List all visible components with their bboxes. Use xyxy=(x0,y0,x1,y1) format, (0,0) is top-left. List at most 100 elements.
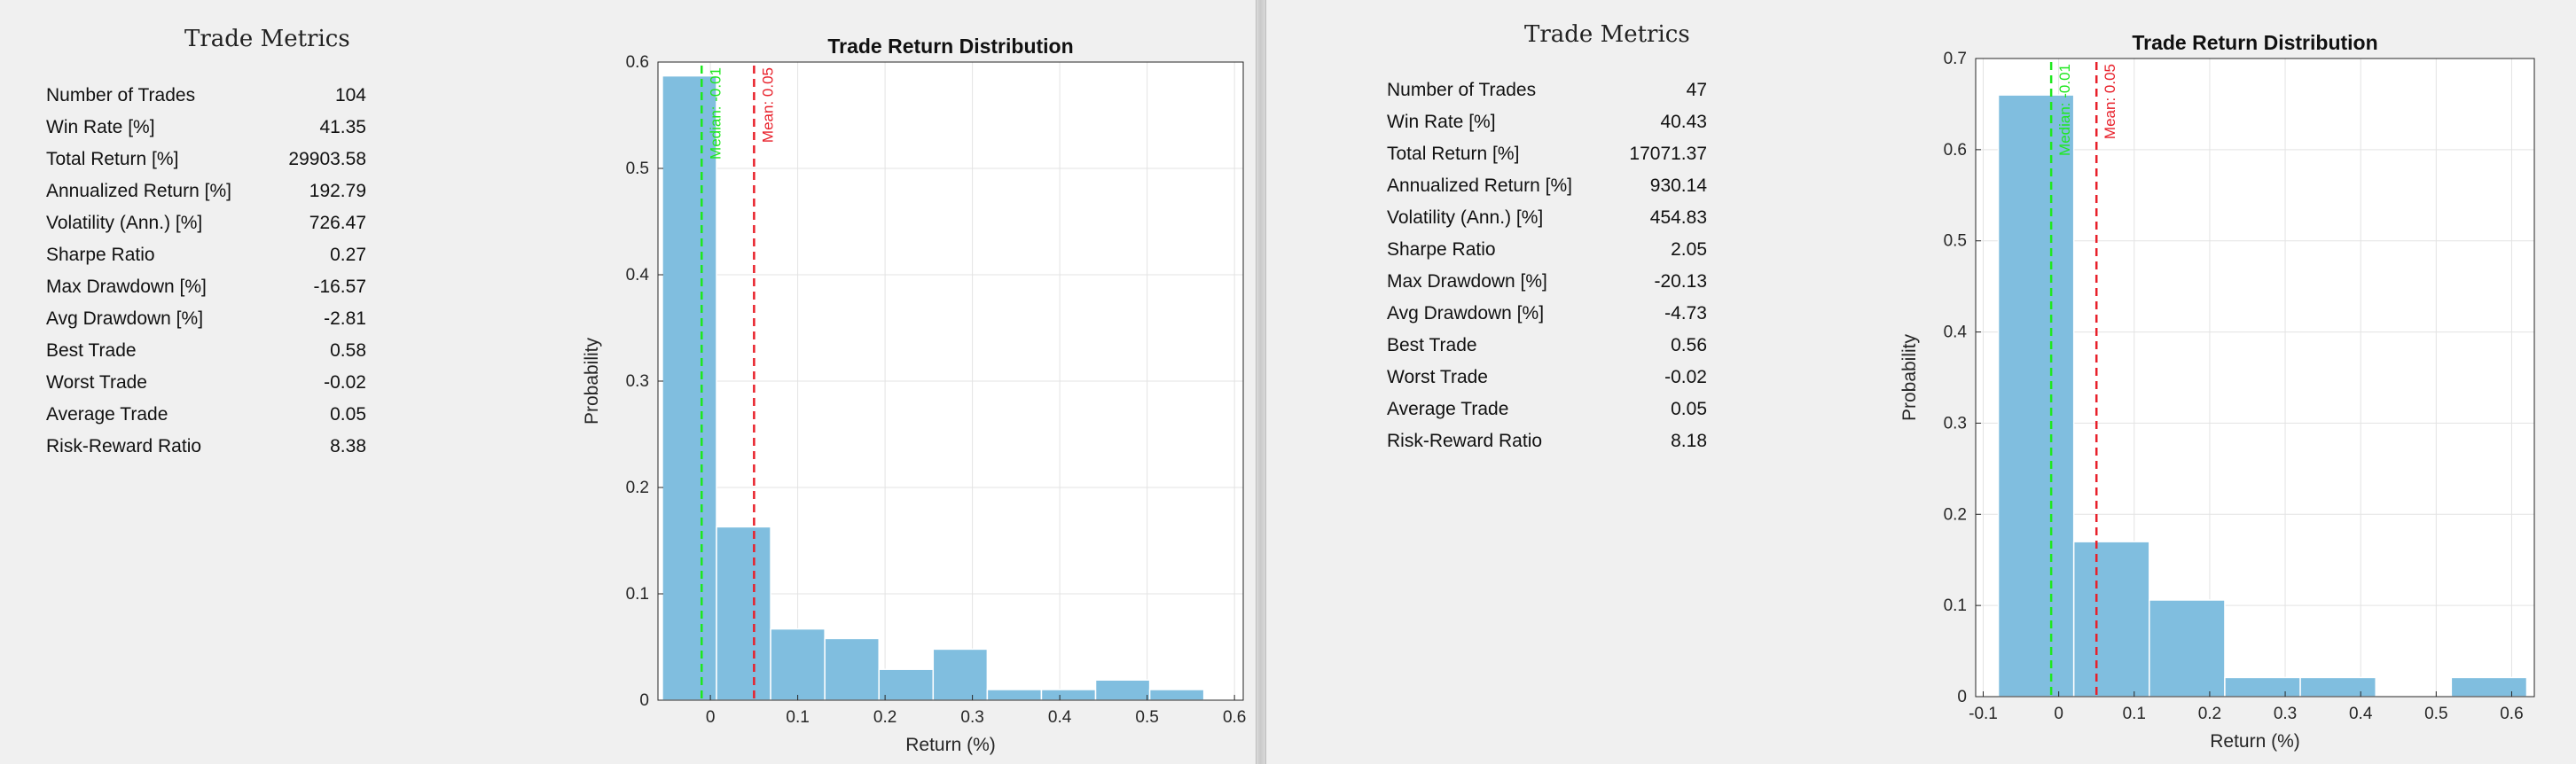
metric-row: Win Rate [%] 41.35 xyxy=(46,112,366,144)
y-axis-label: Probability xyxy=(582,337,602,425)
metric-row: Avg Drawdown [%] -2.81 xyxy=(46,303,366,335)
y-tick-label: 0.7 xyxy=(1944,50,1967,68)
metric-value: -2.81 xyxy=(324,308,366,329)
metric-value: 192.79 xyxy=(309,181,366,201)
y-tick-label: 0.4 xyxy=(1944,324,1968,342)
y-tick-label: 0.3 xyxy=(1944,414,1967,433)
x-tick-label: 0.2 xyxy=(2198,705,2221,723)
metric-label: Volatility (Ann.) [%] xyxy=(46,213,203,233)
metric-value: 0.05 xyxy=(1671,399,1707,419)
x-tick-label: 0.3 xyxy=(2274,705,2297,723)
metric-value: -0.02 xyxy=(324,372,366,393)
y-tick-label: 0.1 xyxy=(626,585,649,604)
metric-label: Worst Trade xyxy=(1387,367,1488,387)
histogram-bar xyxy=(2450,676,2528,698)
histogram-bar xyxy=(1040,689,1097,701)
trade-return-histogram: Median: -0.01 Mean: 0.05 0 0.1 0.2 0.3 0.4 0.5 0… xyxy=(582,35,1246,755)
metrics-title: Trade Metrics xyxy=(184,26,350,52)
trade-return-histogram: Median: -0.01 Mean: 0.05-0.1 0 0.1 0.2 0.3 0.4… xyxy=(1899,31,2535,752)
reference-line-label: Median: -0.01 xyxy=(707,67,724,160)
metric-row: Annualized Return [%] 192.79 xyxy=(46,175,366,207)
metric-label: Volatility (Ann.) [%] xyxy=(1387,207,1544,228)
trade-metrics-table: Number of Trades 104 Win Rate [%] 41.35 Tota… xyxy=(46,80,366,463)
metric-value: 17071.37 xyxy=(1629,144,1707,164)
x-tick-label: 0.2 xyxy=(873,708,897,727)
y-tick-label: 0.5 xyxy=(626,160,649,178)
y-tick-label: 0.6 xyxy=(1944,141,1967,160)
x-tick-label: 0.4 xyxy=(2349,705,2373,723)
metric-row: Average Trade 0.05 xyxy=(1387,394,1707,425)
figure-panel-left: Trade Metrics Number of Trades 104 Win Rat… xyxy=(0,0,1256,764)
x-tick-label: 0 xyxy=(706,708,716,727)
metric-row: Volatility (Ann.) [%] 726.47 xyxy=(46,207,366,239)
metric-value: 47 xyxy=(1686,80,1707,100)
trade-metrics-table: Number of Trades 47 Win Rate [%] 40.43 Total… xyxy=(1387,74,1707,457)
metric-row: Total Return [%] 29903.58 xyxy=(46,144,366,175)
figure-panel-right: Trade Metrics Number of Trades 47 Win Rate… xyxy=(1266,0,2576,764)
histogram-bar xyxy=(2224,676,2301,698)
metric-label: Total Return [%] xyxy=(1387,144,1520,164)
histogram-bar xyxy=(2149,599,2226,698)
panel-divider[interactable] xyxy=(1256,0,1266,764)
metric-value: 0.56 xyxy=(1671,335,1707,355)
metric-value: 29903.58 xyxy=(288,149,366,169)
metric-row: Best Trade 0.56 xyxy=(1387,330,1707,362)
metric-value: 454.83 xyxy=(1649,207,1707,228)
metric-label: Annualized Return [%] xyxy=(46,181,231,201)
histogram-bar xyxy=(2072,541,2150,698)
x-tick-label: 0.5 xyxy=(1135,708,1158,727)
metric-row: Max Drawdown [%] -20.13 xyxy=(1387,266,1707,298)
metric-row: Avg Drawdown [%] -4.73 xyxy=(1387,298,1707,330)
metric-value: 8.18 xyxy=(1671,431,1707,451)
histogram-bar xyxy=(878,668,935,701)
metric-row: Worst Trade -0.02 xyxy=(1387,362,1707,394)
x-axis-label: Return (%) xyxy=(2210,731,2300,752)
metric-label: Best Trade xyxy=(46,340,137,361)
metric-label: Avg Drawdown [%] xyxy=(46,308,204,329)
x-tick-label: 0.3 xyxy=(960,708,983,727)
histogram-bar xyxy=(716,526,771,701)
metric-label: Average Trade xyxy=(1387,399,1509,419)
x-tick-label: 0.1 xyxy=(2123,705,2146,723)
metric-label: Sharpe Ratio xyxy=(1387,239,1496,260)
metric-label: Annualized Return [%] xyxy=(1387,175,1572,196)
metric-value: -0.02 xyxy=(1664,367,1707,387)
metric-label: Total Return [%] xyxy=(46,149,179,169)
metric-value: -20.13 xyxy=(1654,271,1707,292)
metric-row: Average Trade 0.05 xyxy=(46,399,366,431)
y-tick-label: 0.4 xyxy=(626,266,650,285)
histogram-bar xyxy=(824,637,880,701)
histogram-bar xyxy=(770,628,826,701)
y-tick-label: 0.6 xyxy=(626,53,649,72)
histogram-bar xyxy=(932,648,989,701)
metrics-title: Trade Metrics xyxy=(1524,21,1690,48)
histogram-bar xyxy=(986,689,1043,701)
metric-label: Number of Trades xyxy=(1387,80,1537,100)
reference-line-label: Median: -0.01 xyxy=(2056,64,2073,156)
histogram-bar xyxy=(1148,689,1205,701)
metric-label: Average Trade xyxy=(46,404,168,425)
metric-row: Risk-Reward Ratio 8.38 xyxy=(46,431,366,463)
y-tick-label: 0.2 xyxy=(1944,505,1967,524)
x-tick-label: 0.6 xyxy=(1223,708,1246,727)
metric-row: Max Drawdown [%] -16.57 xyxy=(46,271,366,303)
metric-row: Annualized Return [%] 930.14 xyxy=(1387,170,1707,202)
metric-row: Win Rate [%] 40.43 xyxy=(1387,106,1707,138)
metric-label: Win Rate [%] xyxy=(46,117,155,137)
metric-value: 0.27 xyxy=(330,245,366,265)
y-axis-label: Probability xyxy=(1899,333,1920,421)
x-tick-label: 0 xyxy=(2054,705,2063,723)
y-tick-label: 0 xyxy=(639,691,649,710)
metric-label: Sharpe Ratio xyxy=(46,245,155,265)
histogram-bar xyxy=(2299,676,2376,698)
metric-row: Number of Trades 104 xyxy=(46,80,366,112)
metric-row: Number of Trades 47 xyxy=(1387,74,1707,106)
metric-value: 726.47 xyxy=(309,213,366,233)
metric-label: Worst Trade xyxy=(46,372,147,393)
metric-row: Sharpe Ratio 2.05 xyxy=(1387,234,1707,266)
reference-line-label: Mean: 0.05 xyxy=(759,67,776,143)
metric-value: 0.05 xyxy=(330,404,366,425)
x-axis-label: Return (%) xyxy=(905,735,996,755)
x-tick-label: -0.1 xyxy=(1969,705,1998,723)
metric-value: 0.58 xyxy=(330,340,366,361)
